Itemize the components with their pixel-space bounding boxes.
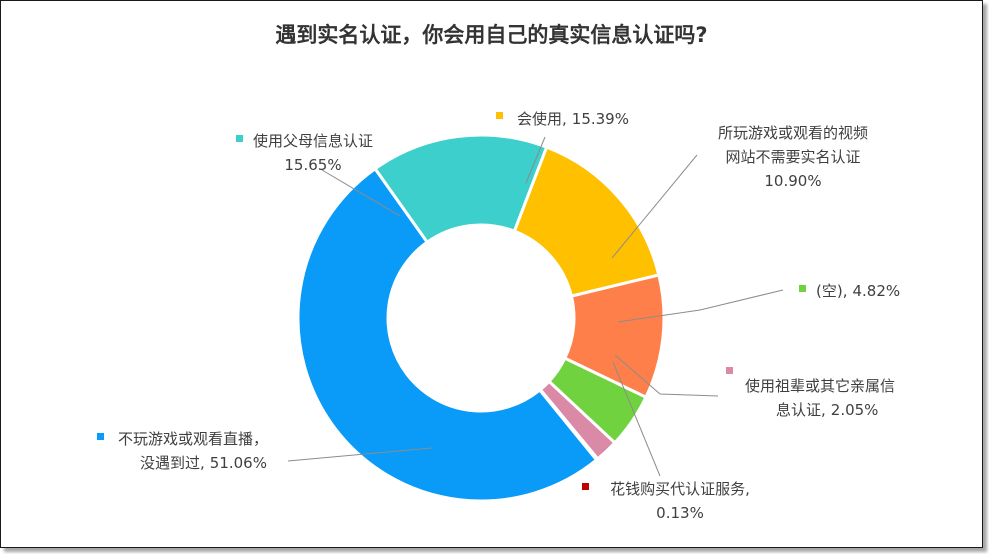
leader-line-s3 [617, 289, 784, 323]
label-s2-line-1: 网站不需要实名认证 [725, 148, 860, 166]
slices [296, 133, 666, 503]
leader-line-s2 [611, 154, 698, 259]
label-s6-line-0: 不玩游戏或观看直播， [118, 430, 268, 448]
label-s6-line-2: 51.06% [210, 454, 267, 472]
legend-marker-s1 [496, 112, 503, 119]
leader-line-s5 [612, 361, 661, 477]
leader-line-s7 [321, 169, 401, 217]
leader-line-s6 [287, 447, 433, 462]
legend-marker-s3 [799, 285, 806, 292]
leader-line-s4 [614, 354, 719, 397]
label-s4-line-0: 使用祖辈或其它亲属信 [745, 377, 895, 395]
label-s3-line-1: 4.82% [852, 282, 900, 300]
legend-marker-s6 [97, 433, 104, 440]
slice-s6 [296, 166, 599, 503]
label-s3-line-0: (空), [816, 282, 847, 300]
label-s1-line-0: 会使用, [517, 110, 567, 128]
legend-marker-s5 [582, 483, 589, 490]
label-s1-line-1: 15.39% [572, 110, 629, 128]
label-s4-line-2: 2.05% [831, 401, 879, 419]
legend-marker-s7 [236, 135, 243, 142]
label-s5-line-1: 0.13% [656, 504, 704, 522]
legend-marker-s4 [726, 367, 733, 374]
label-s4-line-1: 息认证, [776, 401, 826, 419]
label-s5-line-0: 花钱购买代认证服务, [610, 480, 750, 498]
slice-s7 [373, 133, 549, 245]
label-s2-line-2: 10.90% [764, 172, 821, 190]
label-s6-line-1: 没遇到过, [140, 454, 205, 472]
label-s2-line-0: 所玩游戏或观看的视频 [718, 124, 868, 142]
leader-lines [287, 136, 784, 477]
label-s7-line-0: 使用父母信息认证 [253, 132, 373, 150]
chart-title: 遇到实名认证，你会用自己的真实信息认证吗? [275, 23, 708, 47]
label-s7-line-1: 15.65% [284, 156, 341, 174]
leader-line-s1 [525, 136, 546, 184]
